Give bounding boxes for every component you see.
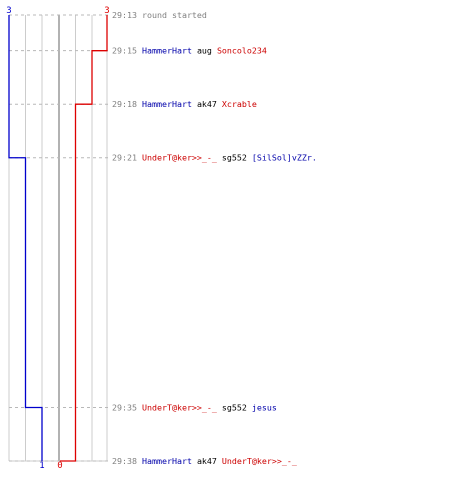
event-text: round started xyxy=(142,10,207,20)
alive-count-lines xyxy=(8,15,108,462)
kill-event: 29:18 HammerHart ak47 Xcrable xyxy=(112,99,257,109)
blue-end-count: 1 xyxy=(39,461,44,471)
event-time: 29:18 xyxy=(112,99,137,109)
killer-name: HammerHart xyxy=(142,456,192,466)
kill-event: 29:15 HammerHart aug Soncolo234 xyxy=(112,46,267,56)
weapon-name: ak47 xyxy=(197,99,217,109)
kill-event: 29:35 UnderT@ker>>_-_ sg552 jesus xyxy=(112,402,277,412)
victim-name: jesus xyxy=(252,402,277,412)
victim-name: Xcrable xyxy=(222,99,257,109)
event-guide-lines xyxy=(9,14,108,462)
event-time: 29:13 xyxy=(112,10,137,20)
killer-name: UnderT@ker>>_-_ xyxy=(142,153,217,163)
blue-start-count: 3 xyxy=(6,6,11,16)
round-start-event: 29:13 round started xyxy=(112,10,207,20)
victim-name: UnderT@ker>>_-_ xyxy=(222,456,297,466)
victim-name: [SilSol]vZZr. xyxy=(252,153,317,163)
weapon-name: sg552 xyxy=(222,153,247,163)
alive-count-labels: 3 3 1 0 xyxy=(6,6,109,471)
killer-name: HammerHart xyxy=(142,46,192,56)
red-end-count: 0 xyxy=(57,461,62,471)
killer-name: UnderT@ker>>_-_ xyxy=(142,402,217,412)
event-time: 29:38 xyxy=(112,456,137,466)
kill-feed: 29:13 round started 29:15 HammerHart aug … xyxy=(112,10,317,466)
event-time: 29:35 xyxy=(112,402,137,412)
kill-event: 29:38 HammerHart ak47 UnderT@ker>>_-_ xyxy=(112,456,297,466)
event-time: 29:21 xyxy=(112,153,137,163)
weapon-name: ak47 xyxy=(197,456,217,466)
blue-alive-line xyxy=(8,15,43,461)
red-start-count: 3 xyxy=(104,6,109,16)
weapon-name: sg552 xyxy=(222,402,247,412)
victim-name: Soncolo234 xyxy=(217,46,267,56)
red-alive-line xyxy=(60,15,108,462)
killer-name: HammerHart xyxy=(142,99,192,109)
weapon-name: aug xyxy=(197,46,212,56)
event-time: 29:15 xyxy=(112,46,137,56)
kill-event: 29:21 UnderT@ker>>_-_ sg552 [SilSol]vZZr… xyxy=(112,153,317,163)
